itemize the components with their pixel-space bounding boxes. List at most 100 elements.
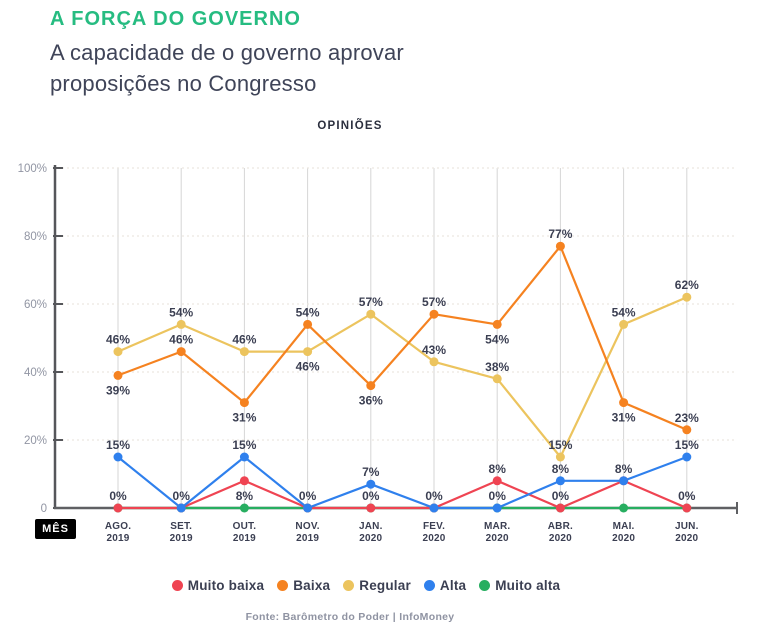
data-label-muito-baixa: 0% xyxy=(299,489,317,503)
legend-item-muito-alta: Muito alta xyxy=(479,578,560,593)
y-axis-tick-label: 80% xyxy=(24,231,47,243)
y-axis-tick-label: 20% xyxy=(24,435,47,447)
data-point-muito-baixa xyxy=(682,503,692,513)
data-label-muito-baixa: 8% xyxy=(489,462,507,476)
source-credit: Fonte: Barômetro do Poder | InfoMoney xyxy=(245,611,455,623)
data-label-regular: 46% xyxy=(106,333,130,347)
legend-label: Alta xyxy=(439,578,467,593)
legend-label: Baixa xyxy=(293,578,331,593)
data-point-baixa xyxy=(682,425,692,435)
data-point-regular xyxy=(492,374,502,384)
data-point-muito-baixa xyxy=(366,503,376,513)
data-point-baixa xyxy=(429,309,439,319)
data-point-muito-alta xyxy=(239,503,249,513)
data-point-baixa xyxy=(619,398,629,408)
data-label-alta: 15% xyxy=(232,438,256,452)
y-axis-tick-label: 60% xyxy=(24,299,47,311)
data-point-regular xyxy=(429,357,439,367)
data-label-baixa: 31% xyxy=(232,411,256,425)
chart-title: OPINIÕES xyxy=(317,120,383,132)
x-axis-category-label: SET. 2019 xyxy=(170,521,193,544)
data-point-alta xyxy=(619,476,629,486)
legend-label: Regular xyxy=(359,578,411,593)
data-point-alta xyxy=(176,503,186,513)
data-label-baixa: 46% xyxy=(169,333,193,347)
data-label-muito-baixa: 8% xyxy=(236,489,254,503)
x-axis-title-badge: MÊS xyxy=(35,519,76,539)
series-line-muito-baixa xyxy=(118,479,688,510)
data-label-muito-baixa: 0% xyxy=(362,489,380,503)
series-line-regular xyxy=(117,296,688,459)
legend-label: Muito baixa xyxy=(187,578,265,593)
data-label-muito-baixa: 0% xyxy=(173,489,191,503)
data-label-regular: 46% xyxy=(296,360,320,374)
data-label-muito-baixa: 0% xyxy=(425,489,443,503)
data-point-baixa xyxy=(492,319,502,329)
data-label-regular: 38% xyxy=(485,360,509,374)
y-axis-tick-label: 0 xyxy=(41,503,47,515)
data-point-regular xyxy=(176,319,186,329)
data-label-muito-baixa: 0% xyxy=(109,489,127,503)
data-point-baixa xyxy=(239,398,249,408)
data-label-alta: 15% xyxy=(106,438,130,452)
data-label-muito-baixa: 8% xyxy=(615,462,633,476)
data-point-regular xyxy=(682,292,692,302)
x-axis-category-label: JUN. 2020 xyxy=(675,521,699,544)
data-point-alta xyxy=(366,479,376,489)
legend-label: Muito alta xyxy=(495,578,561,593)
data-point-regular xyxy=(619,319,629,329)
subtitle-line-1: A capacidade de o governo aprovar xyxy=(50,40,404,65)
data-label-alta: 8% xyxy=(552,462,570,476)
data-point-alta xyxy=(113,452,123,462)
data-point-baixa xyxy=(303,319,313,329)
page-subtitle: A capacidade de o governo aprovar propos… xyxy=(50,37,530,99)
legend-dot-icon xyxy=(171,580,183,591)
data-point-alta xyxy=(303,503,313,513)
x-axis-category-label: JAN. 2020 xyxy=(359,521,383,544)
data-label-regular: 62% xyxy=(675,278,699,292)
data-point-regular xyxy=(303,347,313,357)
data-point-muito-alta xyxy=(619,503,629,513)
data-label-baixa: 54% xyxy=(485,332,509,346)
x-axis-category-label: MAR. 2020 xyxy=(484,521,510,544)
x-axis-category-label: OUT. 2019 xyxy=(233,521,257,544)
chart-legend: Muito baixa Baixa Regular Alta Muito alta xyxy=(0,578,760,593)
data-label-baixa: 57% xyxy=(422,295,446,309)
data-point-muito-baixa xyxy=(239,476,249,486)
series-line-baixa xyxy=(117,245,688,431)
data-label-baixa: 36% xyxy=(359,394,383,408)
x-axis-category-label: MAI. 2020 xyxy=(612,521,635,544)
data-point-regular xyxy=(555,452,565,462)
data-point-baixa xyxy=(176,347,186,357)
data-point-regular xyxy=(113,347,123,357)
data-point-alta xyxy=(429,503,439,513)
data-label-regular: 15% xyxy=(548,438,572,452)
header: A FORÇA DO GOVERNO A capacidade de o gov… xyxy=(50,8,530,99)
data-label-muito-baixa: 0% xyxy=(678,489,696,503)
data-point-alta xyxy=(555,476,565,486)
x-axis-category-label: FEV. 2020 xyxy=(422,521,445,544)
subtitle-line-2: proposições no Congresso xyxy=(50,71,317,96)
data-point-regular xyxy=(239,347,249,357)
y-axis-tick-label: 100% xyxy=(18,163,47,175)
data-point-alta xyxy=(492,503,502,513)
legend-item-baixa: Baixa xyxy=(277,578,330,593)
legend-dot-icon xyxy=(277,580,289,591)
data-point-muito-baixa xyxy=(492,476,502,486)
x-axis-category-label: AGO. 2019 xyxy=(105,521,131,544)
data-point-baixa xyxy=(113,370,123,380)
data-point-baixa xyxy=(555,241,565,251)
data-label-regular: 54% xyxy=(169,305,193,319)
data-point-regular xyxy=(366,309,376,319)
legend-dot-icon xyxy=(423,580,435,591)
data-label-baixa: 39% xyxy=(106,383,130,397)
data-point-alta xyxy=(239,452,249,462)
data-point-muito-baixa xyxy=(113,503,123,513)
data-point-alta xyxy=(682,452,692,462)
data-label-regular: 57% xyxy=(359,295,383,309)
data-label-alta: 7% xyxy=(362,465,380,479)
legend-item-alta: Alta xyxy=(423,578,467,593)
x-axis-category-label: ABR. 2020 xyxy=(548,521,573,544)
y-axis-tick-label: 40% xyxy=(24,367,47,379)
